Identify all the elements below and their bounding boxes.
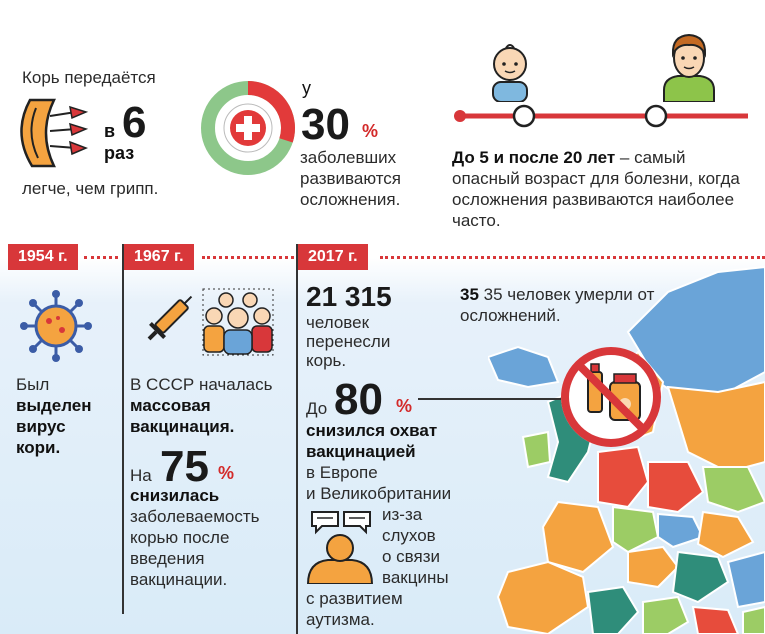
deaths-text: 35 35 человек умерли от осложнений. <box>460 284 660 326</box>
age-description: До 5 и после 20 лет – самый опасный возр… <box>452 147 752 231</box>
dotted-separator-1 <box>84 256 118 259</box>
rumor-line4: вакцины <box>382 568 449 587</box>
virus-particles-icon <box>20 98 89 168</box>
rumor-line5: с развитием <box>306 589 403 608</box>
age-bold: До 5 и после 20 лет <box>452 148 616 167</box>
complications-prefix: у <box>302 78 311 98</box>
transmission-caption: легче, чем грипп. <box>22 179 159 198</box>
complications-donut-chart <box>201 81 295 175</box>
discovery-line4: кори. <box>16 438 61 457</box>
discovery-line2: выделен <box>16 396 92 415</box>
coverage-bold2: вакцинацией <box>306 442 416 461</box>
reduction-number: 75 <box>160 442 209 491</box>
complications-line1: заболевших <box>300 148 397 167</box>
transmission-number: 6 <box>122 98 147 147</box>
deaths-rest: 35 человек умерли от осложнений. <box>460 285 655 325</box>
complications-percent: % <box>362 121 379 141</box>
red-cross-icon <box>230 110 266 146</box>
cases-line1: человек <box>306 313 370 332</box>
connector-line <box>418 398 568 400</box>
rumor-line3: о связи <box>382 547 441 566</box>
column-divider-1 <box>122 244 124 614</box>
coverage-region1: в Европе <box>306 463 378 482</box>
speech-bubbles-icon <box>311 511 371 535</box>
rumor-line1: из-за <box>382 505 423 524</box>
people-group-icon <box>202 288 274 356</box>
reduction-percent: % <box>218 463 235 483</box>
reduction-line2: корью после <box>130 528 230 547</box>
coverage-bold1: снизился охват <box>306 421 438 440</box>
column-divider-2 <box>296 244 298 634</box>
transmission-unit: раз <box>104 143 135 163</box>
coverage-percent: % <box>396 396 413 416</box>
coverage-number: 80 <box>334 375 383 424</box>
reduction-prefix: На <box>130 466 152 485</box>
vaccination-line2: массовая <box>130 396 211 415</box>
year-tag-2017: 2017 г. <box>298 244 368 270</box>
vaccination-line1: В СССР началась <box>130 375 273 394</box>
complications-line3: осложнения. <box>300 190 401 209</box>
age-marker-20 <box>644 104 668 128</box>
baby-icon <box>492 44 528 102</box>
syringe-icon <box>147 295 193 341</box>
vaccination-line3: вакцинация. <box>130 417 235 436</box>
deaths-number: 35 <box>460 285 479 304</box>
virus-icon <box>20 290 92 362</box>
age-marker-5 <box>512 104 536 128</box>
year-tag-1954: 1954 г. <box>8 244 78 270</box>
year-tag-1967: 1967 г. <box>124 244 194 270</box>
donut-share-arc <box>247 81 295 143</box>
cases-number: 21 315 <box>306 281 392 312</box>
no-vaccine-icon <box>561 347 661 447</box>
reduction-bold: снизилась <box>130 486 220 505</box>
rumor-line2: слухов <box>382 526 436 545</box>
dotted-separator-2 <box>202 256 294 259</box>
reduction-line1: заболеваемость <box>130 507 260 526</box>
cases-line2: перенесли <box>306 332 391 351</box>
reduction-line4: вакцинации. <box>130 570 228 589</box>
person-silhouette-icon <box>306 534 374 584</box>
complications-line2: развиваются <box>300 169 402 188</box>
coverage-prefix: До <box>306 399 328 418</box>
cases-line3: корь. <box>306 351 347 370</box>
rumor-line6: аутизма. <box>306 610 375 629</box>
discovery-line1: Был <box>16 375 50 394</box>
transmission-title: Корь передаётся <box>22 68 156 87</box>
discovery-line3: вирус <box>16 417 66 436</box>
age-scale-bar <box>454 104 748 128</box>
dotted-separator-3 <box>380 256 765 259</box>
complications-number: 30 <box>301 100 350 149</box>
transmission-prefix: в <box>104 121 116 141</box>
man-icon <box>663 33 715 102</box>
reduction-line3: введения <box>130 549 205 568</box>
age-rest: – самый опасный возраст для болезни, ког… <box>452 148 740 230</box>
coverage-region2: и Великобритании <box>306 484 452 503</box>
